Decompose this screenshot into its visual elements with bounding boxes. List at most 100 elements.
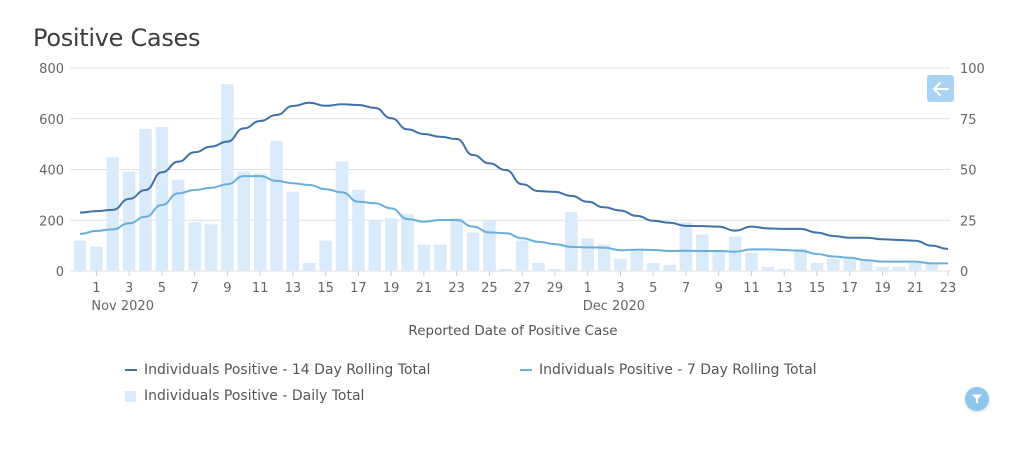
- x-month-label: Nov 2020: [91, 299, 154, 314]
- daily-total-bar: [728, 236, 742, 271]
- daily-total-bar: [876, 266, 889, 271]
- daily-total-bar: [384, 218, 398, 271]
- daily-total-bar: [908, 262, 922, 271]
- x-tick-label: 3: [616, 281, 624, 296]
- x-tick-label: 29: [547, 281, 564, 296]
- x-axis-title: Reported Date of Positive Case: [408, 323, 617, 339]
- daily-total-bar: [614, 258, 627, 271]
- daily-total-bar: [761, 266, 775, 271]
- y-left-tick-label: 0: [56, 265, 64, 280]
- legend-item-daily[interactable]: Individuals Positive - Daily Total: [125, 388, 364, 404]
- x-tick-label: 17: [350, 281, 367, 296]
- y-right-tick-label: 0: [960, 265, 968, 280]
- daily-total-bar: [417, 244, 431, 271]
- daily-total-bar: [172, 179, 185, 271]
- x-tick-label: 15: [317, 281, 334, 296]
- daily-total-bar: [352, 189, 365, 271]
- y-right-tick-label: 50: [960, 164, 977, 179]
- daily-total-bar: [286, 191, 300, 271]
- daily-total-bar: [319, 240, 332, 271]
- daily-total-bar: [712, 250, 725, 271]
- legend-label: Individuals Positive - 7 Day Rolling Tot…: [539, 362, 817, 378]
- rolling-7-day-line: [79, 175, 948, 265]
- filter-button[interactable]: [965, 387, 989, 411]
- daily-total-bar: [892, 266, 906, 271]
- x-tick-label: 7: [682, 281, 690, 296]
- filter-icon: [972, 394, 982, 404]
- x-tick-label: 21: [416, 281, 433, 296]
- x-tick-label: 25: [481, 281, 498, 296]
- x-tick-label: 27: [514, 281, 531, 296]
- legend-swatch-7-day: [520, 369, 532, 371]
- daily-total-bar: [188, 222, 201, 271]
- x-tick-label: 15: [809, 281, 826, 296]
- daily-total-bar: [827, 258, 840, 271]
- y-right-tick-label: 75: [960, 113, 977, 128]
- y-left-tick-label: 200: [39, 214, 64, 229]
- x-tick-label: 9: [715, 281, 723, 296]
- x-tick-label: 13: [285, 281, 302, 296]
- daily-total-bar: [794, 248, 807, 271]
- back-button[interactable]: [927, 75, 954, 102]
- x-tick-label: 3: [125, 281, 133, 296]
- daily-total-bar: [73, 240, 87, 271]
- daily-total-bar: [581, 238, 594, 271]
- x-tick-label: 11: [252, 281, 269, 296]
- x-tick-label: 1: [584, 281, 592, 296]
- x-tick-label: 13: [776, 281, 793, 296]
- x-tick-label: 9: [223, 281, 231, 296]
- daily-total-bar: [630, 250, 644, 271]
- x-tick-label: 23: [448, 281, 465, 296]
- rolling-14-day-line: [79, 101, 949, 250]
- x-tick-label: 1: [92, 281, 100, 296]
- daily-total-bar: [565, 212, 578, 271]
- y-left-tick-label: 400: [39, 164, 64, 179]
- daily-total-bar: [679, 222, 693, 271]
- legend-item-7-day[interactable]: Individuals Positive - 7 Day Rolling Tot…: [520, 362, 817, 378]
- y-right-tick-label: 100: [960, 62, 985, 77]
- daily-total-bar: [335, 161, 349, 271]
- daily-total-bar: [450, 218, 463, 271]
- daily-total-bar: [303, 262, 316, 271]
- y-left-tick-label: 600: [39, 113, 64, 128]
- daily-total-bar: [745, 252, 758, 271]
- daily-total-bar: [434, 244, 447, 271]
- x-tick-label: 5: [649, 281, 657, 296]
- daily-total-bar: [204, 224, 218, 271]
- daily-total-bar: [548, 268, 562, 271]
- daily-total-bar: [368, 220, 382, 271]
- daily-total-bar: [90, 246, 103, 271]
- daily-total-bar: [515, 240, 529, 271]
- daily-total-bar: [401, 214, 414, 271]
- daily-total-bar: [646, 262, 660, 271]
- x-tick-label: 7: [191, 281, 199, 296]
- x-tick-label: 5: [158, 281, 166, 296]
- daily-total-bar: [777, 268, 791, 271]
- daily-total-bar: [696, 234, 709, 271]
- arrow-left-icon: [932, 81, 949, 96]
- daily-total-bar: [499, 268, 513, 271]
- daily-total-bar: [483, 220, 496, 271]
- legend-swatch-14-day: [125, 369, 137, 371]
- daily-total-bar: [237, 171, 251, 271]
- y-right-tick-label: 25: [960, 214, 977, 229]
- daily-total-bar: [106, 157, 120, 271]
- daily-total-bar: [810, 262, 824, 271]
- x-tick-label: 19: [383, 281, 400, 296]
- daily-total-bar: [466, 232, 480, 271]
- daily-total-bar: [532, 262, 545, 271]
- daily-total-bar: [859, 260, 873, 271]
- daily-total-bar: [122, 171, 136, 271]
- daily-total-bar: [663, 264, 676, 271]
- x-month-label: Dec 2020: [583, 299, 645, 314]
- legend-swatch-daily: [125, 390, 136, 402]
- daily-total-bar: [597, 244, 611, 271]
- daily-total-bar: [253, 173, 267, 271]
- daily-total-bar: [155, 126, 169, 272]
- daily-total-bar: [843, 258, 856, 271]
- legend-item-14-day[interactable]: Individuals Positive - 14 Day Rolling To…: [125, 362, 430, 378]
- daily-total-bar: [925, 262, 938, 271]
- x-tick-label: 11: [743, 281, 760, 296]
- legend-label: Individuals Positive - Daily Total: [144, 388, 365, 404]
